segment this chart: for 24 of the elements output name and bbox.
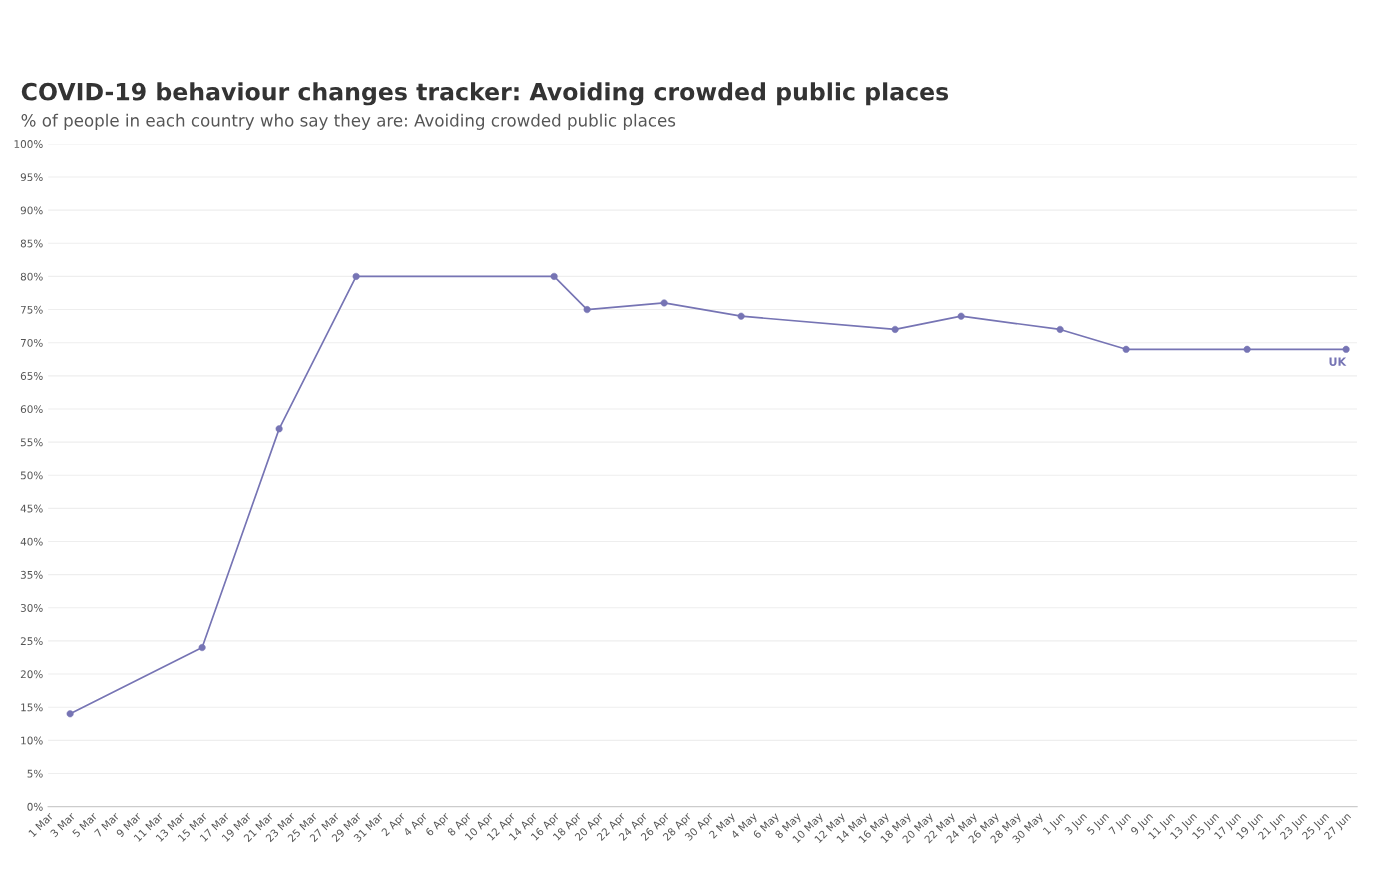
y-tick-label: 85% bbox=[20, 239, 43, 248]
y-tick-label: 25% bbox=[20, 637, 43, 646]
y-tick-label: 65% bbox=[20, 372, 43, 380]
y-tick-label: 40% bbox=[20, 537, 43, 546]
y-tick-label: 80% bbox=[20, 272, 43, 281]
series-label: UK bbox=[1329, 357, 1347, 366]
y-tick-label: 20% bbox=[20, 670, 43, 679]
y-tick-label: 45% bbox=[20, 504, 43, 513]
y-tick-label: 10% bbox=[21, 736, 43, 745]
y-tick-label: 90% bbox=[20, 206, 43, 215]
y-tick-label: 60% bbox=[20, 405, 43, 414]
y-tick-label: 75% bbox=[20, 305, 43, 314]
y-tick-label: 0% bbox=[27, 802, 43, 811]
y-tick-label: 5% bbox=[27, 769, 43, 778]
y-tick-label: 100% bbox=[14, 140, 43, 148]
chart-subtitle: % of people in each country who say they are: Avoiding crowded public places bbox=[21, 113, 676, 130]
y-tick-label: 50% bbox=[20, 471, 43, 480]
y-tick-label: 95% bbox=[20, 173, 43, 182]
y-tick-label: 35% bbox=[20, 570, 43, 579]
y-tick-label: 15% bbox=[21, 703, 43, 712]
y-tick-label: 70% bbox=[20, 338, 43, 347]
y-tick-label: 30% bbox=[20, 604, 43, 612]
chart-title: COVID-19 behaviour changes tracker: Avoiding crowded public places bbox=[21, 82, 949, 106]
y-tick-label: 55% bbox=[20, 438, 43, 447]
